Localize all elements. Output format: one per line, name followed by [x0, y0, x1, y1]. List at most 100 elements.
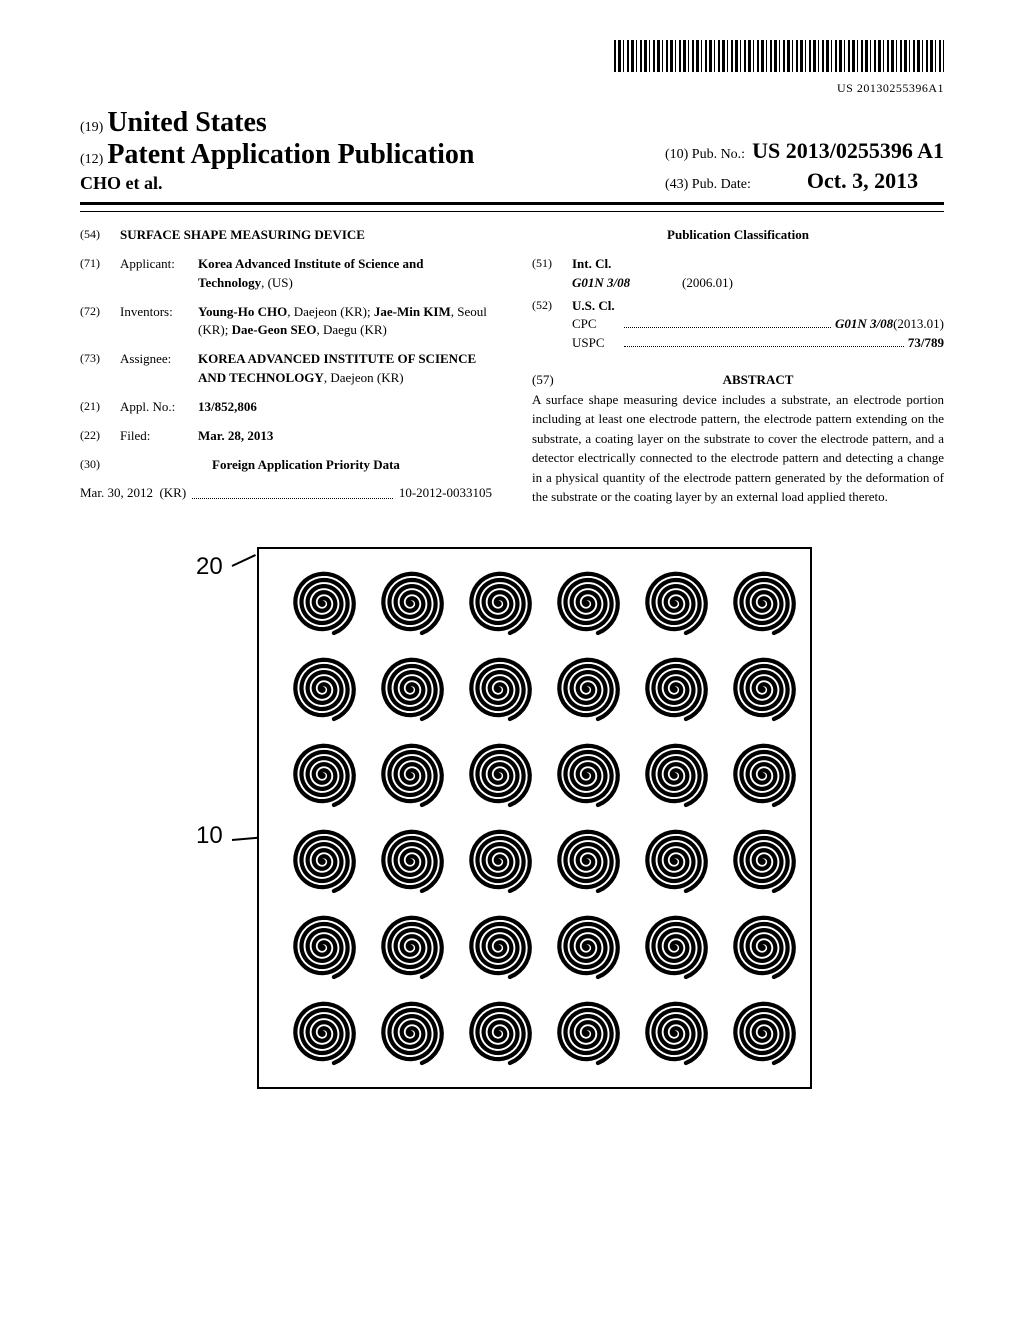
spiral-electrode: [377, 655, 445, 723]
spiral-electrode: [729, 741, 797, 809]
left-column: (54) SURFACE SHAPE MEASURING DEVICE (71)…: [80, 226, 492, 507]
document-header: (19) United States (12) Patent Applicati…: [80, 107, 944, 194]
field-22: (22) Filed: Mar. 28, 2013: [80, 427, 492, 446]
spiral-electrode: [729, 655, 797, 723]
spiral-electrode: [729, 999, 797, 1067]
figure: 20 10: [212, 547, 812, 1089]
field-73: (73) Assignee: KOREA ADVANCED INSTITUTE …: [80, 350, 492, 388]
spiral-electrode: [289, 569, 357, 637]
inventor-3-loc: , Daegu (KR): [316, 322, 386, 337]
spiral-electrode: [465, 569, 533, 637]
uscl-label: U.S. Cl.: [572, 297, 944, 316]
applicant-label: Applicant:: [120, 255, 198, 293]
spiral-electrode: [641, 999, 709, 1067]
prefix-19: (19): [80, 120, 103, 135]
prefix-12: (12): [80, 152, 103, 167]
classification-heading: Publication Classification: [532, 226, 944, 245]
barcode-text: US 20130255396A1: [837, 81, 944, 95]
abstract-text: A surface shape measuring device include…: [532, 390, 944, 507]
dotfill: [192, 484, 393, 499]
spiral-electrode: [465, 655, 533, 723]
inventors-label: Inventors:: [120, 303, 198, 341]
field-57: (57) ABSTRACT: [532, 371, 944, 390]
application-number: 13/852,806: [198, 398, 492, 417]
right-column: Publication Classification (51) Int. Cl.…: [532, 226, 944, 507]
field-51-num: (51): [532, 255, 572, 295]
leader-line-20: [232, 554, 256, 567]
field-73-num: (73): [80, 350, 120, 388]
field-54: (54) SURFACE SHAPE MEASURING DEVICE: [80, 226, 492, 245]
spiral-electrode: [289, 913, 357, 981]
spiral-electrode: [377, 569, 445, 637]
spiral-electrode: [729, 827, 797, 895]
spiral-electrode: [729, 913, 797, 981]
intcl-code: G01N 3/08: [572, 274, 682, 293]
publication-number: US 2013/0255396 A1: [752, 138, 944, 163]
field-51: (51) Int. Cl. G01N 3/08 (2006.01): [532, 255, 944, 295]
dotfill: [624, 346, 904, 347]
field-72: (72) Inventors: Young-Ho CHO, Daejeon (K…: [80, 303, 492, 341]
uspc-value: 73/789: [908, 334, 944, 353]
pubdate-label: Pub. Date:: [692, 177, 751, 192]
spiral-electrode: [553, 741, 621, 809]
spiral-electrode: [377, 741, 445, 809]
spiral-electrode: [641, 741, 709, 809]
publication-type: Patent Application Publication: [107, 139, 474, 170]
prefix-10: (10): [665, 147, 688, 162]
spiral-electrode: [465, 999, 533, 1067]
barcode-block: US 20130255396A1: [80, 40, 944, 97]
spiral-electrode: [553, 913, 621, 981]
cpc-value: G01N 3/08: [835, 315, 893, 334]
spiral-electrode: [553, 827, 621, 895]
author-line: CHO et al.: [80, 173, 474, 194]
inventor-2: Jae-Min KIM: [374, 304, 451, 319]
field-71-num: (71): [80, 255, 120, 293]
leader-line-10: [232, 837, 258, 841]
priority-line: Mar. 30, 2012 (KR) 10-2012-0033105: [80, 484, 492, 503]
priority-country: (KR): [159, 484, 186, 503]
spiral-electrode: [377, 999, 445, 1067]
priority-date: Mar. 30, 2012: [80, 484, 153, 503]
invention-title: SURFACE SHAPE MEASURING DEVICE: [120, 226, 492, 245]
foreign-priority-heading: Foreign Application Priority Data: [120, 456, 492, 475]
assignee-label: Assignee:: [120, 350, 198, 388]
intcl-label: Int. Cl.: [572, 255, 944, 274]
spiral-electrode: [553, 655, 621, 723]
figure-box: [257, 547, 812, 1089]
inventor-3: Dae-Geon SEO: [232, 322, 317, 337]
intcl-year: (2006.01): [682, 274, 733, 293]
field-22-num: (22): [80, 427, 120, 446]
spiral-electrode: [641, 827, 709, 895]
spiral-electrode: [729, 569, 797, 637]
spiral-electrode: [289, 827, 357, 895]
field-21: (21) Appl. No.: 13/852,806: [80, 398, 492, 417]
country: United States: [107, 107, 266, 138]
divider-thin: [80, 211, 944, 212]
spiral-electrode: [465, 913, 533, 981]
uspc-label: USPC: [572, 334, 620, 353]
field-72-num: (72): [80, 303, 120, 341]
figure-label-20: 20: [196, 553, 223, 581]
cpc-label: CPC: [572, 315, 620, 334]
field-30: (30) Foreign Application Priority Data: [80, 456, 492, 475]
figure-container: 20 10: [80, 547, 944, 1089]
spiral-electrode: [377, 827, 445, 895]
applicant-tail: , (US): [261, 275, 293, 290]
divider-thick: [80, 202, 944, 205]
pubno-label: Pub. No.:: [692, 147, 745, 162]
spiral-electrode: [641, 569, 709, 637]
field-57-num: (57): [532, 371, 572, 390]
inventor-1: Young-Ho CHO: [198, 304, 287, 319]
spiral-electrode: [289, 741, 357, 809]
field-21-num: (21): [80, 398, 120, 417]
cpc-year: (2013.01): [893, 315, 944, 334]
field-52-num: (52): [532, 297, 572, 354]
spiral-electrode: [641, 655, 709, 723]
spiral-electrode: [465, 741, 533, 809]
field-71: (71) Applicant: Korea Advanced Institute…: [80, 255, 492, 293]
filed-label: Filed:: [120, 427, 198, 446]
inventor-1-loc: , Daejeon (KR);: [287, 304, 374, 319]
dotfill: [624, 327, 831, 328]
spiral-electrode: [289, 999, 357, 1067]
barcode: [614, 40, 944, 72]
